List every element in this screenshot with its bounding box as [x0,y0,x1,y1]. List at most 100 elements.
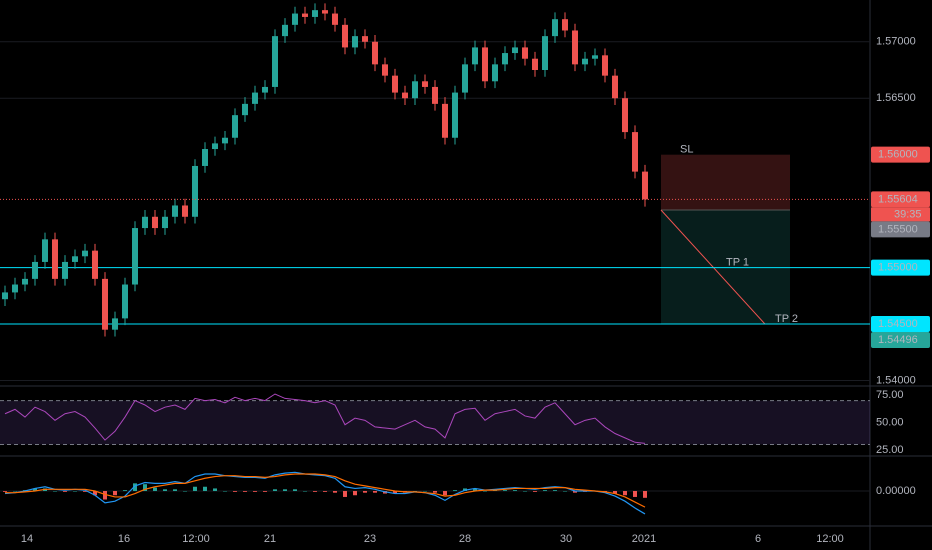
candle-body [582,58,588,65]
candle-body [52,239,58,279]
price-tag-label: 1.54500 [878,318,918,330]
candle-body [92,250,98,279]
macd-histogram-bar [293,489,297,491]
candle-body [342,24,348,48]
target-zone [661,210,790,325]
macd-histogram-bar [573,491,577,493]
macd-histogram-bar [443,491,447,496]
annotation: SL [680,144,693,156]
macd-histogram-bar [373,491,377,493]
y-tick-label: 1.54000 [876,374,916,386]
macd-histogram-bar [263,491,267,492]
macd-histogram-bar [73,491,77,492]
macd-histogram-bar [283,489,287,491]
price-tag-label: 1.56000 [878,149,918,161]
macd-histogram-bar [133,483,137,491]
macd-histogram-bar [483,491,487,492]
candle-body [552,19,558,37]
candle-body [442,103,448,138]
candle-body [32,261,38,279]
rsi-band [0,400,870,445]
candle-body [322,10,328,14]
candle-body [102,278,108,330]
macd-histogram-bar [633,491,637,497]
macd-histogram-bar [353,491,357,496]
macd-histogram-bar [343,491,347,497]
price-tag-label: 1.55604 [878,193,918,205]
candle-body [272,36,278,87]
candle-body [242,103,248,116]
macd-histogram-bar [553,490,557,491]
candle-body [252,92,258,104]
candle-body [182,205,188,217]
y-tick-label: 1.56500 [876,92,916,104]
price-tag [871,332,930,349]
macd-histogram-bar [313,491,317,492]
candle-body [222,137,228,144]
candle-body [2,292,8,300]
macd-histogram-bar [273,489,277,491]
candle-body [382,64,388,76]
macd-histogram-bar [253,491,257,492]
macd-histogram-bar [393,491,397,494]
price-tag [871,146,930,163]
macd-histogram-bar [203,486,207,491]
x-tick-label: 12:00 [182,533,210,545]
macd-histogram-bar [233,491,237,492]
candle-body [72,256,78,262]
rsi-tick-label: 25.00 [876,444,904,456]
price-tag-label: 1.54496 [878,334,918,346]
macd-histogram-bar [193,486,197,491]
macd-histogram-bar [3,491,7,492]
candle-body [152,216,158,229]
candle-body [412,81,418,99]
candle-body [632,132,638,172]
candle-body [392,75,398,93]
macd-histogram-bar [623,491,627,496]
candle-body [572,30,578,65]
candle-body [292,13,298,25]
macd-histogram-bar [213,488,217,491]
candle-body [282,24,288,37]
candle-body [232,115,238,138]
macd-tick-label: 0.00000 [876,485,916,497]
candle-body [82,250,88,257]
x-tick-label: 16 [118,533,130,545]
rsi-tick-label: 50.00 [876,416,904,428]
candle-body [362,36,368,42]
macd-histogram-bar [363,491,367,493]
macd-histogram-bar [163,489,167,491]
macd-histogram-bar [523,491,527,492]
macd-histogram-bar [433,491,437,493]
x-tick-label: 23 [364,533,376,545]
macd-histogram-bar [33,488,37,491]
candle-body [432,86,438,104]
candle-body [612,75,618,99]
x-tick-label: 6 [755,533,761,545]
candle-body [212,143,218,150]
macd-histogram-bar [83,491,87,492]
candle-body [132,228,138,285]
annotation: TP 1 [726,256,749,268]
candle-body [602,55,608,76]
macd-histogram-bar [533,491,537,492]
candle-body [202,149,208,166]
candle-body [62,261,68,279]
candle-body [592,55,598,59]
candle-body [422,81,428,87]
price-tag-label: 1.55000 [878,261,918,273]
candle-body [192,165,198,217]
price-tag [871,221,930,238]
macd-histogram-bar [183,491,187,492]
candle-body [542,36,548,70]
price-tag [871,191,930,208]
macd-histogram-bar [153,487,157,491]
candle-body [22,278,28,285]
candle-body [522,47,528,59]
countdown-tag [871,207,930,222]
macd-histogram-bar [13,491,17,492]
macd-histogram-bar [643,491,647,498]
candle-body [142,216,148,229]
rsi-line [4,393,646,444]
